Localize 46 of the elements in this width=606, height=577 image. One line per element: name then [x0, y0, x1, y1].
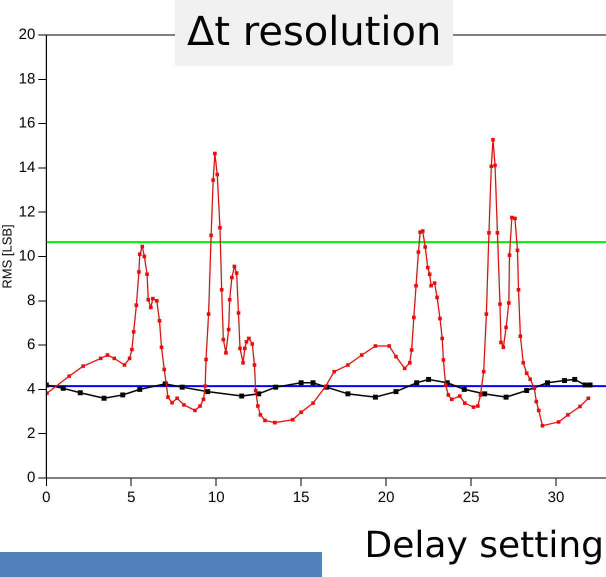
point	[60, 386, 66, 391]
point	[482, 391, 488, 396]
y-axis-title: RMS [LSB]	[0, 224, 14, 289]
y-tick-label: 10	[18, 248, 36, 265]
x-axis-title: Delay setting	[364, 524, 604, 568]
point	[524, 388, 530, 393]
y-tick-label: 4	[26, 380, 36, 398]
point	[180, 384, 185, 390]
point	[414, 380, 420, 386]
point	[205, 389, 210, 394]
y-tick-label: 18	[18, 70, 36, 88]
x-tick-label: 10	[208, 489, 225, 506]
y-tick-label: 16	[18, 114, 36, 132]
point	[588, 382, 592, 388]
y-tick-label: 0	[26, 469, 36, 486]
y-tick-label: 8	[26, 292, 36, 309]
x-tick-label: 25	[462, 489, 480, 506]
point	[426, 376, 432, 382]
x-tick-label: 5	[127, 489, 136, 506]
point	[562, 378, 567, 384]
point	[102, 396, 107, 401]
x-tick-label: 30	[548, 489, 564, 506]
point	[572, 376, 578, 382]
point	[78, 390, 83, 396]
point	[393, 389, 398, 394]
x-tick-label: 0	[42, 489, 50, 506]
point	[120, 392, 126, 398]
point	[462, 386, 467, 392]
point	[298, 380, 304, 386]
y-tick-label: 2	[26, 424, 36, 442]
point	[545, 380, 550, 386]
y-tick-label: 12	[18, 203, 36, 220]
chart-title: Δt resolution	[175, 0, 454, 66]
y-tick-label: 20	[18, 26, 36, 44]
point	[582, 382, 588, 388]
point	[504, 394, 509, 400]
x-tick-label: 20	[378, 489, 394, 506]
x-tick-label: 15	[292, 489, 310, 506]
y-tick-label: 14	[18, 159, 36, 176]
point	[239, 394, 244, 399]
point	[372, 394, 378, 400]
point	[273, 384, 278, 390]
point	[345, 391, 350, 396]
y-tick-label: 6	[26, 336, 36, 354]
point	[310, 380, 316, 386]
point	[137, 386, 142, 392]
